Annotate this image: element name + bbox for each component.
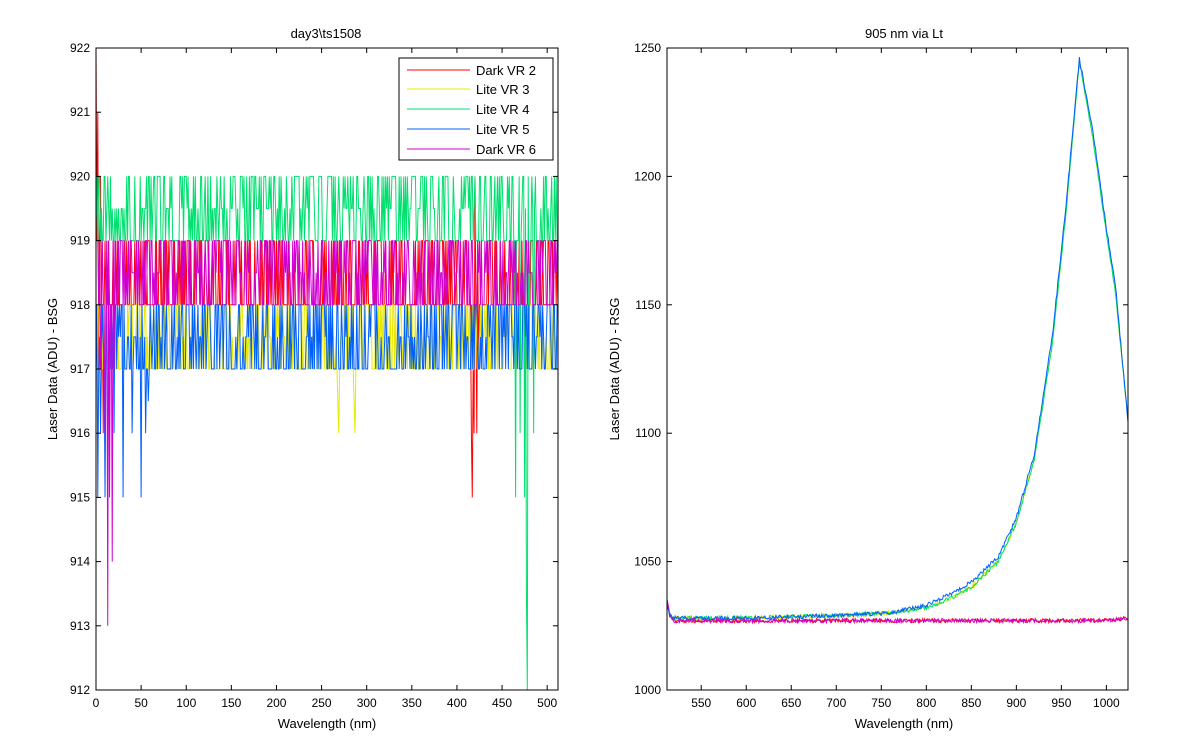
x-tick-label: 450 bbox=[492, 696, 512, 710]
x-tick-label: 0 bbox=[93, 696, 100, 710]
x-tick-label: 350 bbox=[402, 696, 422, 710]
chart-left-ticks: 0 50 100 150 200 250 300 350 400 450 500 912 913 914 9… bbox=[70, 41, 558, 710]
chart-right-xlabel: Wavelength (nm) bbox=[855, 716, 954, 731]
x-tick-label: 300 bbox=[357, 696, 377, 710]
chart-left-line-lite-vr-5 bbox=[95, 304, 558, 498]
chart-left-title: day3\ts1508 bbox=[291, 26, 362, 41]
chart-right-plot-area bbox=[667, 48, 1128, 690]
chart-left-line-dark-vr-6 bbox=[96, 240, 559, 626]
chart-right-line-series-4 bbox=[666, 57, 1129, 622]
y-tick-label: 1250 bbox=[634, 41, 661, 55]
chart-right: 905 nm via Lt 550 600 650 700 750 800 850 900 95… bbox=[607, 26, 1129, 731]
y-tick-label: 917 bbox=[70, 362, 90, 376]
x-tick-label: 50 bbox=[134, 696, 148, 710]
legend-label-dark-vr-2: Dark VR 2 bbox=[476, 63, 536, 78]
y-tick-label: 919 bbox=[70, 234, 90, 248]
x-tick-label: 750 bbox=[871, 696, 891, 710]
y-tick-label: 921 bbox=[70, 105, 90, 119]
chart-right-ylabel: Laser Data (ADU) - RSG bbox=[607, 297, 622, 440]
chart-right-series-group bbox=[666, 57, 1129, 625]
y-tick-label: 922 bbox=[70, 41, 90, 55]
x-tick-label: 500 bbox=[537, 696, 557, 710]
chart-left-series-group bbox=[95, 47, 559, 691]
chart-left-legend: Dark VR 2 Lite VR 3 Lite VR 4 Lite VR 5 … bbox=[398, 57, 554, 161]
chart-right-line-series-5 bbox=[666, 599, 1129, 625]
x-tick-label: 550 bbox=[691, 696, 711, 710]
x-tick-label: 800 bbox=[916, 696, 936, 710]
y-tick-label: 918 bbox=[70, 298, 90, 312]
x-tick-label: 1000 bbox=[1093, 696, 1120, 710]
y-tick-label: 913 bbox=[70, 619, 90, 633]
x-tick-label: 700 bbox=[826, 696, 846, 710]
x-tick-label: 100 bbox=[176, 696, 196, 710]
chart-left: day3\ts1508 0 50 100 150 200 250 300 350 400 450 5… bbox=[45, 26, 559, 731]
chart-left-xlabel: Wavelength (nm) bbox=[278, 716, 377, 731]
x-tick-label: 150 bbox=[221, 696, 241, 710]
x-tick-label: 900 bbox=[1006, 696, 1026, 710]
y-tick-label: 914 bbox=[70, 555, 90, 569]
legend-label-dark-vr-6: Dark VR 6 bbox=[476, 142, 536, 157]
y-tick-label: 1000 bbox=[634, 683, 661, 697]
chart-left-line-lite-vr-4 bbox=[95, 175, 558, 691]
y-tick-label: 912 bbox=[70, 683, 90, 697]
y-tick-label: 915 bbox=[70, 490, 90, 504]
x-tick-label: 600 bbox=[736, 696, 756, 710]
chart-right-ticks: 550 600 650 700 750 800 850 900 950 1000 1000 1050 1… bbox=[634, 41, 1128, 710]
x-tick-label: 400 bbox=[447, 696, 467, 710]
chart-right-title: 905 nm via Lt bbox=[865, 26, 943, 41]
y-tick-label: 1050 bbox=[634, 555, 661, 569]
x-tick-label: 650 bbox=[781, 696, 801, 710]
chart-left-ylabel: Laser Data (ADU) - BSG bbox=[45, 298, 60, 440]
legend-label-lite-vr-4: Lite VR 4 bbox=[476, 102, 529, 117]
y-tick-label: 1200 bbox=[634, 169, 661, 183]
y-tick-label: 920 bbox=[70, 169, 90, 183]
chart-left-axes-frame bbox=[95, 47, 559, 691]
x-tick-label: 850 bbox=[961, 696, 981, 710]
y-tick-label: 1150 bbox=[635, 298, 661, 312]
x-tick-label: 200 bbox=[266, 696, 286, 710]
legend-label-lite-vr-5: Lite VR 5 bbox=[476, 122, 529, 137]
x-tick-label: 950 bbox=[1051, 696, 1071, 710]
y-tick-label: 1100 bbox=[635, 426, 661, 440]
chart-right-axes-frame bbox=[666, 47, 1129, 691]
legend-label-lite-vr-3: Lite VR 3 bbox=[476, 82, 529, 97]
y-tick-label: 916 bbox=[70, 426, 90, 440]
x-tick-label: 250 bbox=[312, 696, 332, 710]
